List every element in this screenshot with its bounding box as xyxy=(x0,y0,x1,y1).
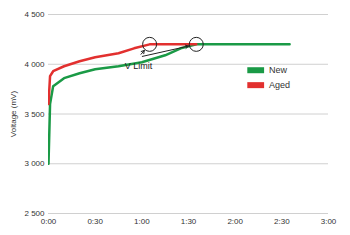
svg-text:1:00: 1:00 xyxy=(134,217,150,226)
svg-text:4 000: 4 000 xyxy=(24,60,45,69)
svg-text:3 000: 3 000 xyxy=(24,159,45,168)
svg-text:Aged: Aged xyxy=(269,80,290,90)
svg-text:Voltage (mV): Voltage (mV) xyxy=(9,91,18,138)
svg-text:4 500: 4 500 xyxy=(24,10,45,19)
svg-text:1:30: 1:30 xyxy=(181,217,197,226)
svg-text:2:30: 2:30 xyxy=(274,217,290,226)
svg-text:0:30: 0:30 xyxy=(87,217,103,226)
svg-text:3 500: 3 500 xyxy=(24,110,45,119)
svg-text:0:00: 0:00 xyxy=(41,217,57,226)
svg-text:New: New xyxy=(269,65,288,75)
svg-text:V Limit: V Limit xyxy=(125,61,153,71)
svg-text:2:00: 2:00 xyxy=(227,217,243,226)
svg-text:3:00: 3:00 xyxy=(321,217,337,226)
svg-text:2 500: 2 500 xyxy=(24,209,45,218)
